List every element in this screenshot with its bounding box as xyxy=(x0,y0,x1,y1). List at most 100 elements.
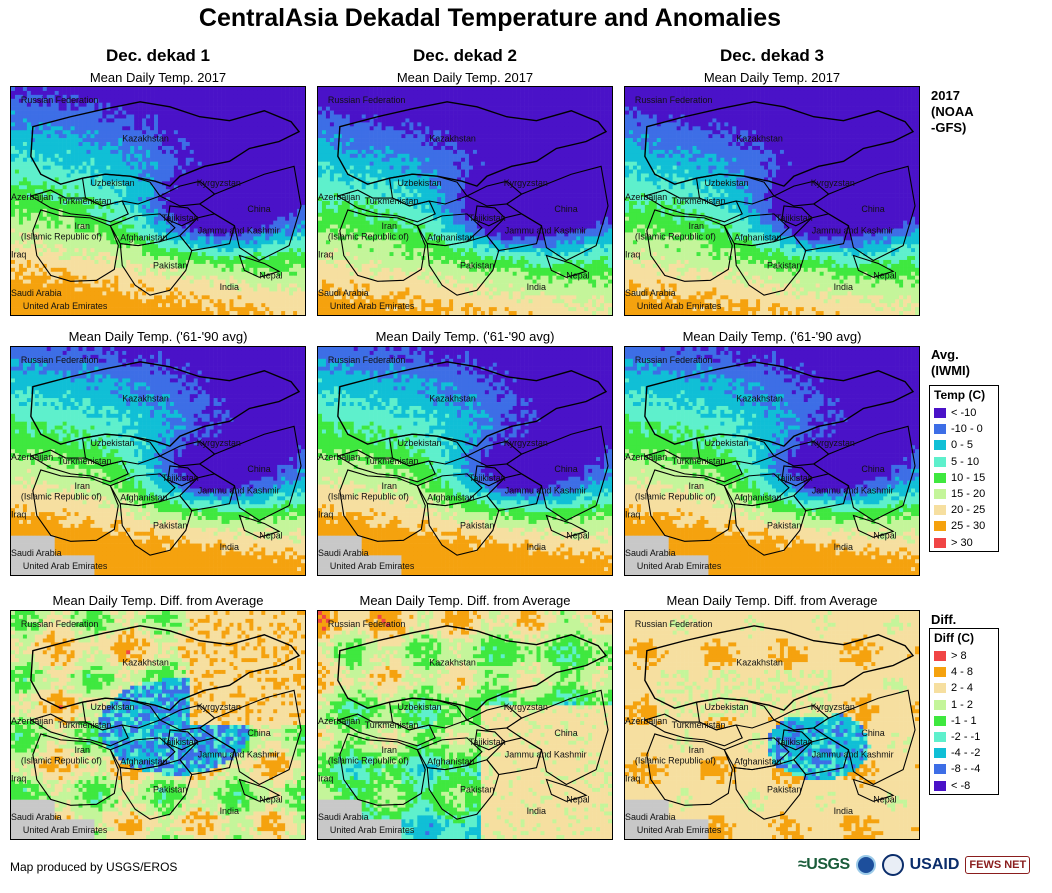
country-border xyxy=(167,729,199,751)
country-border xyxy=(733,759,807,820)
place-label: China xyxy=(861,464,884,474)
legend-swatch xyxy=(934,715,946,726)
legend-item: < -10 xyxy=(930,405,998,421)
map-title: Mean Daily Temp. 2017 xyxy=(317,70,613,85)
country-border xyxy=(733,235,807,296)
place-label: China xyxy=(861,204,884,214)
place-label: Afghanistan xyxy=(120,757,167,767)
country-border xyxy=(119,235,193,296)
place-label: Afghanistan xyxy=(120,493,167,503)
place-label: India xyxy=(834,282,853,292)
legend-swatch xyxy=(934,683,946,694)
legend-swatch xyxy=(934,667,946,678)
place-label: (Islamic Republic of) xyxy=(21,756,102,766)
place-label: Iran xyxy=(382,745,397,755)
legend-label: -10 - 0 xyxy=(951,423,983,435)
place-label: Azerbaijan xyxy=(318,452,360,462)
place-label: Azerbaijan xyxy=(318,716,360,726)
place-label: Tajikistan xyxy=(776,737,813,747)
country-border xyxy=(474,729,506,751)
place-label: Azerbaijan xyxy=(11,192,53,202)
place-label: Tajikistan xyxy=(776,473,813,483)
place-label: India xyxy=(220,542,239,552)
place-label: Pakistan xyxy=(460,520,494,530)
place-label: Saudi Arabia xyxy=(11,548,62,558)
country-border xyxy=(812,689,916,786)
country-border xyxy=(793,213,850,252)
legend-item: 4 - 8 xyxy=(930,664,998,680)
country-border xyxy=(781,729,813,751)
place-label: China xyxy=(247,464,270,474)
place-label: Uzbekistan xyxy=(704,702,748,712)
country-border xyxy=(812,425,916,522)
country-border xyxy=(733,495,807,556)
map-title: Mean Daily Temp. Diff. from Average xyxy=(624,593,920,608)
diff-legend-title: Diff (C) xyxy=(930,629,998,648)
country-border xyxy=(167,465,199,487)
country-border xyxy=(32,209,119,282)
country-border xyxy=(644,625,915,711)
place-label: China xyxy=(861,728,884,738)
place-label: Iraq xyxy=(318,250,333,260)
country-border xyxy=(32,469,119,542)
place-label: Pakistan xyxy=(767,784,801,794)
place-label: Russian Federation xyxy=(328,355,405,365)
place-label: Tajikistan xyxy=(469,473,506,483)
legend-swatch xyxy=(934,748,946,759)
map-r2-c1: Russian Federation Kazakhstan Uzbekistan Ky… xyxy=(10,346,306,576)
country-border xyxy=(505,689,609,786)
place-label: Afghanistan xyxy=(427,757,474,767)
place-label: Nepal xyxy=(566,270,589,280)
place-label: Iraq xyxy=(11,774,26,784)
legend-label: > 8 xyxy=(951,650,967,662)
map-r3-c1: Russian Federation Kazakhstan Uzbekistan Ky… xyxy=(10,610,306,840)
place-label: Saudi Arabia xyxy=(11,812,62,822)
place-label: Azerbaijan xyxy=(625,452,667,462)
country-border xyxy=(852,254,895,278)
row-label-line: (NOAA xyxy=(931,104,974,120)
place-label: Kazakhstan xyxy=(736,394,783,404)
place-label: Azerbaijan xyxy=(625,192,667,202)
place-label: Uzbekistan xyxy=(397,178,441,188)
place-label: Nepal xyxy=(566,530,589,540)
place-label: Nepal xyxy=(259,530,282,540)
legend-swatch xyxy=(934,489,946,500)
country-border xyxy=(30,361,301,447)
usaid-seal-icon xyxy=(881,854,904,876)
legend-swatch xyxy=(934,732,946,743)
legend-item: 25 - 30 xyxy=(930,518,998,534)
place-label: India xyxy=(527,542,546,552)
legend-swatch xyxy=(934,780,946,791)
place-label: Kazakhstan xyxy=(429,394,476,404)
place-label: Iraq xyxy=(625,774,640,784)
country-border xyxy=(336,449,436,483)
place-label: Uzbekistan xyxy=(397,702,441,712)
place-label: United Arab Emirates xyxy=(23,301,108,311)
legend-swatch xyxy=(934,456,946,467)
place-label: Kyrgyzstan xyxy=(197,438,241,448)
place-label: Nepal xyxy=(873,530,896,540)
page-title: CentralAsia Dekadal Temperature and Anom… xyxy=(0,4,980,33)
place-label: United Arab Emirates xyxy=(637,825,722,835)
map-title: Mean Daily Temp. Diff. from Average xyxy=(317,593,613,608)
row-label-2017: 2017 (NOAA -GFS) xyxy=(931,88,974,136)
place-label: Iran xyxy=(382,481,397,491)
place-label: Nepal xyxy=(566,794,589,804)
legend-label: -2 - -1 xyxy=(951,731,980,743)
place-label: Uzbekistan xyxy=(90,438,134,448)
country-border xyxy=(646,209,733,282)
country-border xyxy=(474,465,506,487)
place-label: Iraq xyxy=(625,250,640,260)
place-label: Uzbekistan xyxy=(90,178,134,188)
place-label: Turkmenistan xyxy=(672,456,726,466)
place-label: Uzbekistan xyxy=(704,178,748,188)
place-label: United Arab Emirates xyxy=(330,825,415,835)
place-label: Uzbekistan xyxy=(704,438,748,448)
place-label: Turkmenistan xyxy=(672,720,726,730)
row-label-avg: Avg. (IWMI) xyxy=(931,347,970,379)
place-label: (Islamic Republic of) xyxy=(635,232,716,242)
temp-legend-title: Temp (C) xyxy=(930,386,998,405)
place-label: (Islamic Republic of) xyxy=(328,492,409,502)
place-label: Iraq xyxy=(11,250,26,260)
legend-item: 5 - 10 xyxy=(930,454,998,470)
